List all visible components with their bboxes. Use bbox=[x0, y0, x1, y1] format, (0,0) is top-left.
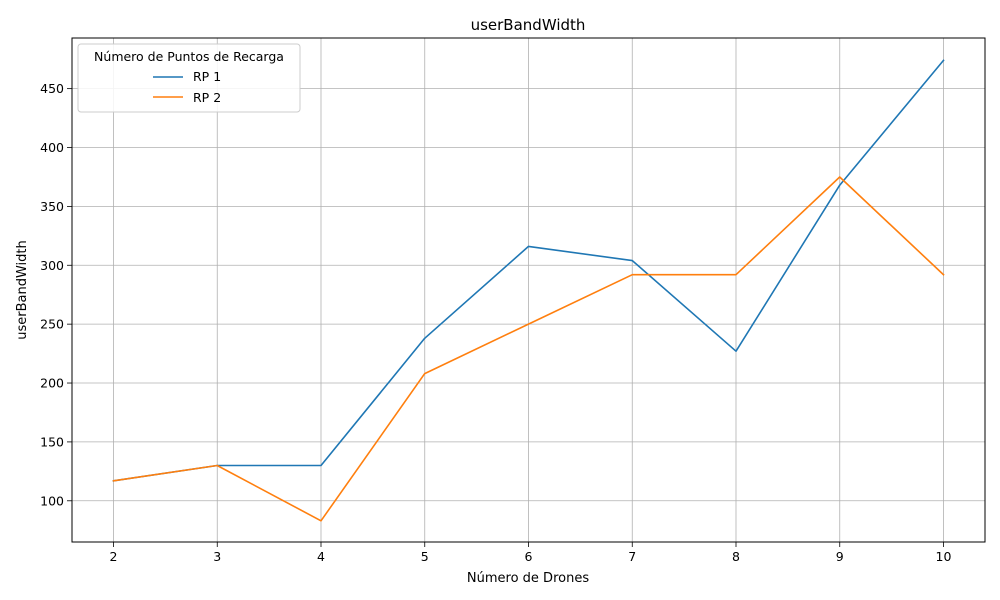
x-tick-label: 2 bbox=[110, 549, 118, 564]
x-tick-label: 10 bbox=[936, 549, 952, 564]
grid bbox=[72, 38, 985, 542]
x-tick-label: 9 bbox=[836, 549, 844, 564]
y-tick-label: 350 bbox=[40, 199, 64, 214]
legend: Número de Puntos de Recarga RP 1 RP 2 bbox=[77, 43, 301, 113]
x-axis-label: Número de Drones bbox=[467, 571, 589, 586]
y-tick-label: 150 bbox=[40, 434, 64, 449]
x-axis-ticks: 2 3 4 5 6 7 8 9 10 bbox=[110, 542, 952, 564]
x-tick-label: 6 bbox=[525, 549, 533, 564]
series-line-rp2 bbox=[112, 176, 945, 522]
y-tick-label: 250 bbox=[40, 317, 64, 332]
x-tick-label: 7 bbox=[628, 549, 636, 564]
y-tick-label: 300 bbox=[40, 258, 64, 273]
y-axis-ticks: 100 150 200 250 300 350 400 450 bbox=[40, 81, 72, 508]
series-group bbox=[112, 59, 945, 522]
x-tick-label: 3 bbox=[213, 549, 221, 564]
y-tick-label: 100 bbox=[40, 493, 64, 508]
x-tick-label: 8 bbox=[732, 549, 740, 564]
legend-label-rp2: RP 2 bbox=[193, 90, 221, 105]
legend-title: Número de Puntos de Recarga bbox=[94, 49, 284, 64]
x-tick-label: 4 bbox=[317, 549, 325, 564]
legend-box bbox=[77, 43, 301, 113]
legend-label-rp1: RP 1 bbox=[193, 69, 221, 84]
y-axis-label: userBandWidth bbox=[15, 240, 30, 340]
y-tick-label: 400 bbox=[40, 140, 64, 155]
series-line-rp1 bbox=[112, 59, 945, 482]
chart-title: userBandWidth bbox=[471, 16, 586, 34]
y-tick-label: 450 bbox=[40, 81, 64, 96]
x-tick-label: 5 bbox=[421, 549, 429, 564]
y-tick-label: 200 bbox=[40, 376, 64, 391]
